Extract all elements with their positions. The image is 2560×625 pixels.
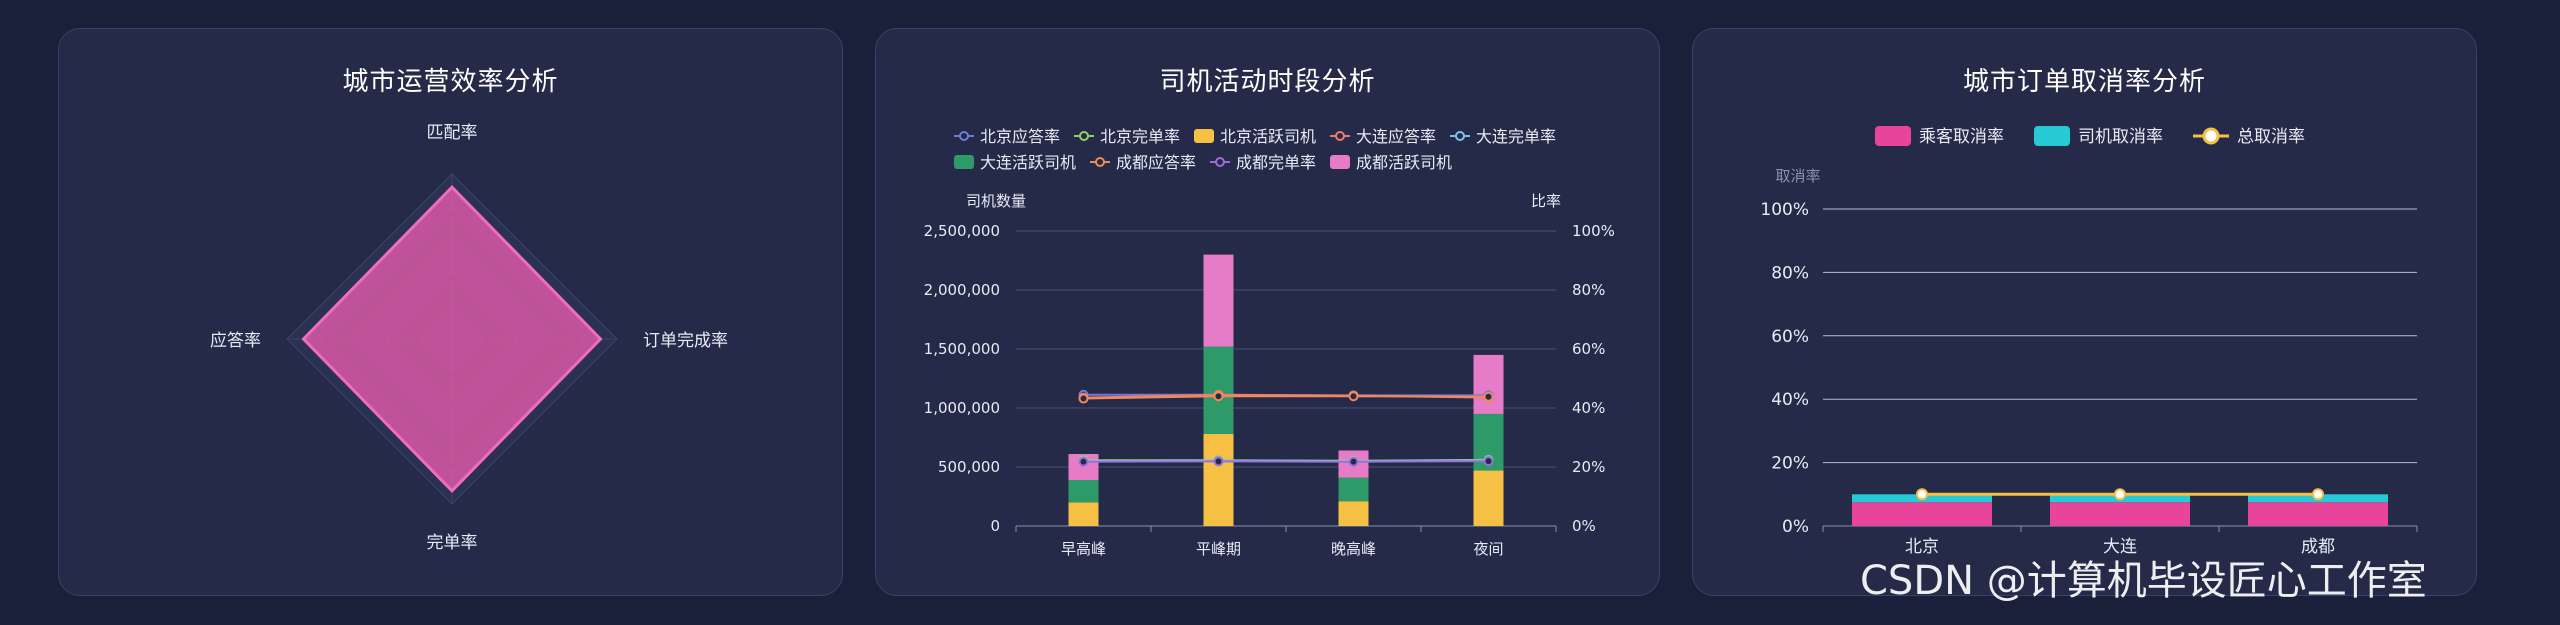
radar-indicator-label: 匹配率 — [427, 123, 478, 143]
y-tick: 0% — [1782, 517, 1809, 537]
legend-bar-swatch — [1330, 155, 1350, 169]
y-tick-left: 1,500,000 — [924, 340, 1000, 358]
x-tick-label: 平峰期 — [1196, 540, 1241, 558]
point-成都应答率 — [1213, 391, 1224, 402]
radar-area — [301, 185, 603, 493]
y-tick-left: 2,500,000 — [924, 222, 1000, 240]
y-axis-label: 取消率 — [1775, 167, 1820, 185]
x-tick-label: 晚高峰 — [1331, 540, 1376, 558]
driver-activity-title: 司机活动时段分析 — [1159, 67, 1376, 97]
legend-label: 成都应答率 — [1116, 153, 1196, 172]
bar-乘客取消率 — [2050, 502, 2190, 526]
legend-label: 大连活跃司机 — [980, 153, 1076, 172]
point-成都完单率 — [1348, 456, 1359, 467]
line-成都应答率 — [1083, 395, 1489, 400]
y-tick: 100% — [1760, 200, 1809, 220]
y-tick: 20% — [1771, 454, 1809, 474]
legend-bar-swatch — [1875, 126, 1911, 146]
cancel-rate-panel: 城市订单取消率分析 乘客取消率 司机取消率 总取消率取消率 0% 20% 40% 60% 80… — [1692, 28, 2477, 596]
x-tick-label: 早高峰 — [1061, 540, 1106, 558]
cancel-rate-title: 城市订单取消率分析 — [1962, 67, 2206, 97]
legend-label: 大连应答率 — [1356, 127, 1436, 146]
x-tick-label: 大连 — [2103, 537, 2137, 557]
y-tick-left: 500,000 — [938, 458, 1000, 476]
legend-label: 大连完单率 — [1476, 127, 1556, 146]
bar-北京活跃司机 — [1068, 502, 1099, 526]
point-成都应答率 — [1483, 391, 1494, 402]
legend-marker — [1455, 131, 1465, 141]
radar-title: 城市运营效率分析 — [342, 67, 559, 97]
y-tick-right: 60% — [1572, 340, 1605, 358]
bar-大连活跃司机 — [1068, 479, 1099, 503]
legend-label: 北京应答率 — [980, 127, 1060, 146]
point-总取消率 — [1916, 488, 1928, 501]
x-tick-label: 北京 — [1905, 537, 1939, 557]
point-成都应答率 — [1348, 391, 1359, 402]
point-成都完单率 — [1483, 456, 1494, 467]
bar-大连活跃司机 — [1338, 477, 1369, 502]
y-tick: 60% — [1771, 327, 1809, 347]
legend-marker — [1335, 131, 1345, 141]
point-成都应答率 — [1078, 393, 1089, 404]
point-总取消率 — [2312, 488, 2324, 501]
x-tick-label: 成都 — [2301, 537, 2335, 557]
y-tick: 80% — [1771, 263, 1809, 283]
point-总取消率 — [2114, 488, 2126, 501]
legend-marker — [2202, 127, 2220, 145]
point-成都完单率 — [1213, 456, 1224, 467]
bar-北京活跃司机 — [1473, 470, 1504, 526]
y-axis-left-label: 司机数量 — [966, 192, 1026, 210]
legend-marker — [1079, 131, 1089, 141]
y-tick-right: 100% — [1572, 222, 1615, 240]
line-成都完单率 — [1083, 460, 1489, 463]
radar-panel: 城市运营效率分析 匹配率订单完成率完单率 应答率 — [58, 28, 843, 596]
legend-label: 司机取消率 — [2078, 127, 2163, 147]
x-tick-label: 夜间 — [1473, 540, 1503, 558]
watermark-main: CSDN @计算机毕设匠心工作室 — [1860, 558, 2427, 604]
y-tick-left: 1,000,000 — [924, 399, 1000, 417]
bar-成都活跃司机 — [1473, 354, 1504, 414]
y-tick-right: 20% — [1572, 458, 1605, 476]
legend-label: 成都完单率 — [1236, 153, 1316, 172]
legend-label: 北京活跃司机 — [1220, 127, 1316, 146]
legend-bar-swatch — [2034, 126, 2070, 146]
radar-indicator-label: 应答率 — [210, 331, 261, 351]
y-tick-left: 0 — [990, 517, 1000, 535]
y-tick-right: 40% — [1572, 399, 1605, 417]
legend-bar-swatch — [1194, 129, 1214, 143]
legend-label: 北京完单率 — [1100, 127, 1180, 146]
bar-北京活跃司机 — [1338, 501, 1369, 526]
radar-indicator-label: 订单完成率 — [643, 331, 728, 351]
legend-label: 总取消率 — [2237, 127, 2305, 147]
bar-北京活跃司机 — [1203, 433, 1234, 526]
radar-indicator-label: 完单率 — [427, 533, 478, 553]
bar-乘客取消率 — [1852, 502, 1992, 526]
y-tick-right: 0% — [1572, 517, 1596, 535]
y-axis-right-label: 比率 — [1531, 192, 1561, 210]
y-tick: 40% — [1771, 390, 1809, 410]
point-成都完单率 — [1078, 456, 1089, 467]
driver-activity-panel: 司机活动时段分析 北京应答率 北京完单率 北京活跃司机 大连应答率 大连完单率大连活跃司… — [875, 28, 1660, 596]
y-tick-right: 80% — [1572, 281, 1605, 299]
y-tick-left: 2,000,000 — [924, 281, 1000, 299]
legend-label: 成都活跃司机 — [1356, 153, 1452, 172]
legend-bar-swatch — [954, 155, 974, 169]
bar-成都活跃司机 — [1203, 254, 1234, 347]
legend-marker — [1215, 157, 1225, 167]
bar-乘客取消率 — [2248, 502, 2388, 526]
legend-marker — [1095, 157, 1105, 167]
legend-marker — [959, 131, 969, 141]
legend-label: 乘客取消率 — [1919, 127, 2004, 147]
